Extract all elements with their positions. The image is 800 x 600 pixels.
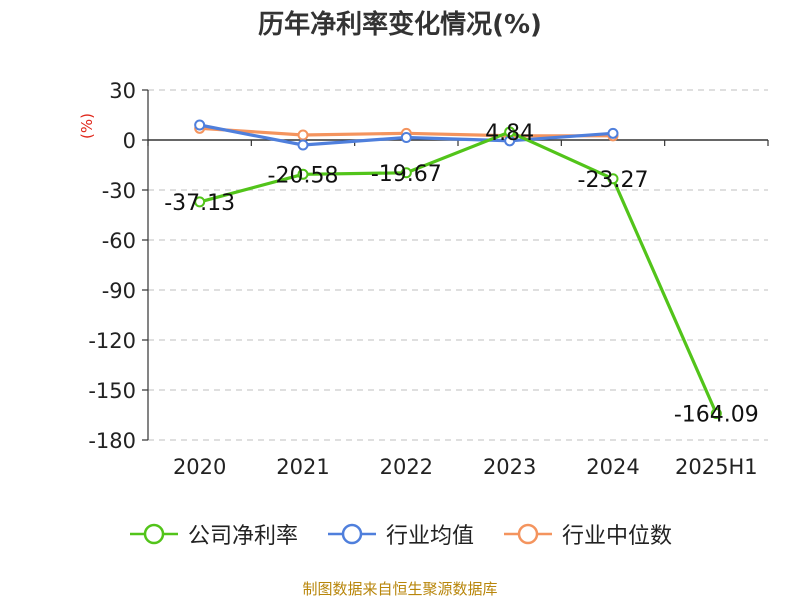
- data-label: -19.67: [371, 162, 442, 187]
- data-labels: -37.13 -20.58 -19.67 4.84 -23.27 -164.09: [164, 121, 759, 428]
- series-point-0: [504, 126, 516, 138]
- series-point-0: [194, 196, 206, 208]
- series-point-2: [297, 129, 309, 141]
- x-tick-label: 2024: [586, 455, 639, 479]
- series-point-1: [400, 132, 412, 143]
- series-point-1: [194, 119, 206, 131]
- legend-item-2[interactable]: 行业中位数: [502, 518, 672, 550]
- axes: 30 0 -30 -60 -90 -120 -150 -180 2020 2021 2022 2023…: [88, 79, 769, 479]
- legend-label: 行业均值: [385, 524, 474, 549]
- legend-swatch-0: [129, 523, 178, 545]
- x-tick-label: 2020: [173, 455, 226, 479]
- chart-title: 历年净利率变化情况(%): [258, 10, 542, 40]
- y-tick-label: 30: [109, 79, 136, 103]
- legend: 公司净利率 行业均值 行业中位数: [0, 518, 800, 550]
- series-point-0: [710, 407, 722, 419]
- series-point-0: [607, 173, 619, 185]
- legend-label: 公司净利率: [187, 524, 298, 549]
- data-label: 4.84: [485, 121, 534, 146]
- series-line-0: [198, 130, 718, 416]
- series-point-0: [297, 168, 309, 180]
- y-tick-label: 0: [123, 129, 136, 153]
- y-tick-label: -150: [88, 379, 136, 403]
- x-tick-label: 2022: [380, 455, 433, 479]
- legend-item-0[interactable]: 公司净利率: [128, 518, 298, 550]
- series-lines: [194, 119, 722, 419]
- legend-swatch-2: [504, 523, 552, 545]
- x-tick-label: 2023: [483, 455, 536, 479]
- series-point-1: [607, 127, 619, 139]
- series-point-0: [400, 167, 412, 179]
- x-tick-label: 2021: [276, 455, 329, 479]
- y-tick-label: -120: [88, 329, 136, 353]
- y-axis-label: (%): [78, 113, 96, 139]
- legend-item-1[interactable]: 行业均值: [326, 518, 474, 550]
- x-tick-label: 2025H1: [675, 455, 758, 479]
- data-label: -23.27: [578, 168, 649, 193]
- data-label: -20.58: [268, 163, 339, 188]
- data-label: -37.13: [164, 191, 235, 216]
- y-tick-label: -90: [102, 279, 136, 303]
- grid-lines: [148, 89, 768, 441]
- legend-swatch-1: [327, 523, 376, 545]
- y-tick-label: -60: [102, 229, 136, 253]
- y-tick-label: -30: [102, 179, 136, 203]
- data-label: -164.09: [674, 402, 759, 427]
- series-point-1: [297, 139, 309, 151]
- y-tick-label: -180: [88, 429, 136, 453]
- legend-label: 行业中位数: [562, 524, 673, 549]
- source-note: 制图数据来自恒生聚源数据库: [302, 580, 498, 598]
